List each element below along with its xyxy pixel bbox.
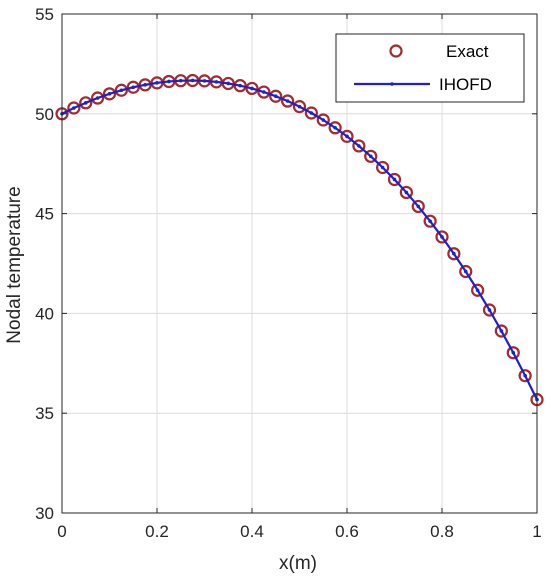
ihofd-point (119, 88, 124, 93)
ihofd-point (499, 329, 504, 333)
exact-point (447, 247, 461, 261)
y-tick-label: 55 (35, 5, 54, 24)
ihofd-point (214, 80, 219, 84)
exact-point (102, 87, 117, 101)
x-tick-label: 0.4 (240, 522, 264, 541)
ihofd-point (285, 99, 290, 103)
x-axis-label: x(m) (279, 553, 317, 574)
exact-point (506, 346, 520, 360)
ihofd-point (72, 106, 76, 110)
ihofd-point (428, 219, 432, 223)
exact-point (387, 172, 402, 187)
tick-marks (61, 13, 538, 514)
ihofd-point (167, 79, 171, 84)
ihofd-point (178, 78, 183, 83)
ihofd-point (155, 81, 159, 85)
x-tick-label: 1 (532, 522, 541, 541)
ihofd-point (523, 373, 527, 378)
legend-item-ihofd: IHOFD (354, 75, 492, 94)
y-tick-label: 30 (35, 504, 54, 523)
axes-box (61, 13, 538, 514)
ihofd-point (368, 154, 373, 159)
exact-point (245, 81, 259, 96)
exact-point (423, 214, 437, 228)
ihofd-point (83, 101, 88, 105)
exact-point (304, 106, 318, 120)
ihofd-point (297, 104, 302, 109)
ihofd-point (107, 92, 112, 96)
ihofd-point (309, 111, 314, 115)
exact-point (352, 139, 366, 153)
exact-point (482, 303, 497, 317)
legend-box (335, 33, 525, 103)
ihofd-point (321, 118, 326, 122)
legend-marker-ihofd (390, 82, 394, 86)
ihofd-point (404, 190, 409, 195)
ihofd-point (262, 90, 266, 94)
series-layer (55, 73, 544, 407)
legend-label-ihofd: IHOFD (439, 75, 492, 94)
ihofd-point (463, 269, 468, 274)
ihofd-point (487, 308, 492, 312)
ihofd-point (380, 165, 385, 170)
y-tick-label: 45 (35, 205, 54, 224)
ihofd-point (357, 144, 361, 148)
ihofd-point (392, 177, 397, 182)
exact-point (79, 96, 93, 110)
y-axis-label: Nodal temperature (4, 186, 25, 343)
series-exact (55, 73, 544, 407)
exact-point (257, 85, 271, 99)
legend: Exact IHOFD (335, 33, 525, 103)
exact-point (281, 94, 295, 108)
exact-point (399, 185, 413, 200)
series-ihofd (60, 78, 539, 402)
exact-point (494, 324, 508, 338)
x-tick-label: 0.6 (335, 522, 359, 541)
ihofd-point (202, 79, 207, 83)
exact-point (328, 121, 342, 135)
ihofd-point (475, 288, 480, 293)
x-tick-label: 0 (57, 522, 66, 541)
ihofd-point (95, 96, 100, 100)
y-tick-label: 50 (35, 105, 54, 124)
ihofd-point (226, 81, 231, 86)
exact-point (316, 113, 330, 127)
x-tick-label: 0.8 (430, 522, 454, 541)
y-tick-labels: 30 35 40 45 50 55 (35, 5, 54, 523)
legend-label-exact: Exact (446, 42, 489, 61)
ihofd-point (273, 94, 278, 99)
ihofd-point (190, 78, 195, 83)
ihofd-point (238, 83, 242, 88)
exact-point (435, 230, 449, 244)
exact-point (91, 91, 105, 105)
y-tick-label: 40 (35, 304, 54, 323)
ihofd-point (511, 350, 516, 355)
legend-item-exact: Exact (389, 42, 489, 61)
ihofd-point (416, 204, 421, 209)
ihofd-point (333, 125, 337, 130)
x-tick-label: 0.2 (145, 522, 169, 541)
y-tick-label: 35 (35, 404, 54, 423)
exact-point (364, 149, 378, 163)
ihofd-point (452, 251, 456, 256)
exact-point (459, 264, 473, 279)
exact-point (67, 101, 81, 115)
exact-point (292, 100, 307, 114)
ihofd-point (250, 86, 254, 91)
legend-marker-exact (389, 44, 403, 58)
ihofd-point (345, 134, 349, 139)
ihofd-point (131, 85, 136, 90)
ihofd-point (143, 83, 147, 87)
exact-point (518, 369, 532, 383)
exact-point (269, 89, 283, 103)
exact-point (340, 129, 354, 143)
x-tick-labels: 0 0.2 0.4 0.6 0.8 1 (57, 522, 541, 541)
exact-point (376, 160, 390, 175)
exact-point (471, 283, 485, 297)
exact-point (411, 199, 425, 214)
exact-point (114, 83, 128, 97)
ihofd-point (440, 235, 444, 239)
